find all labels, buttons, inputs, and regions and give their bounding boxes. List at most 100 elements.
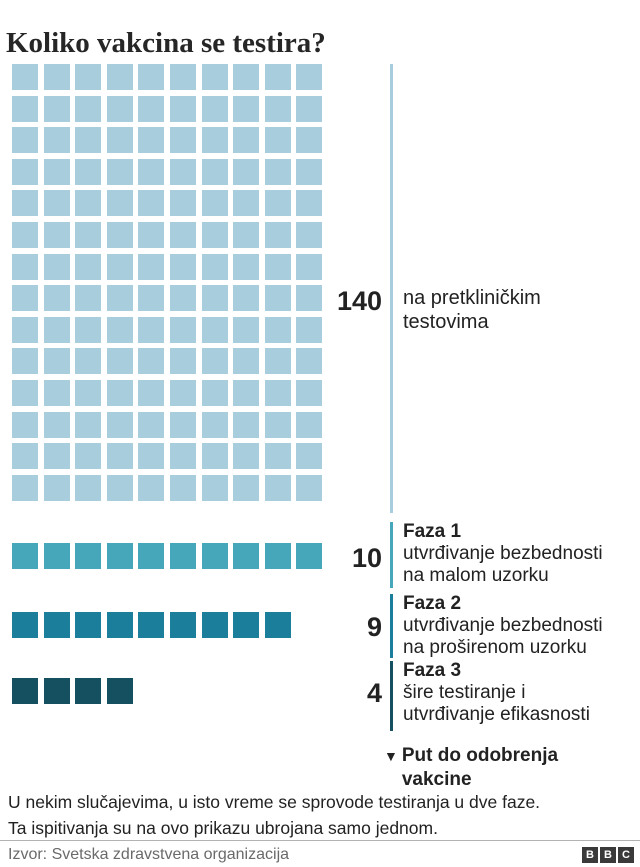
- waffle-square: [43, 253, 70, 280]
- count-phase1: 10: [351, 543, 382, 573]
- axis-line-phase2: [390, 594, 393, 658]
- waffle-square: [138, 190, 165, 217]
- waffle-square: [106, 285, 133, 312]
- waffle-square: [106, 474, 133, 501]
- waffle-square: [169, 474, 196, 501]
- waffle-square: [75, 612, 102, 638]
- waffle-square: [201, 443, 228, 470]
- waffle-square: [138, 95, 165, 122]
- waffle-square: [169, 95, 196, 122]
- waffle-square: [233, 543, 260, 569]
- waffle-square: [233, 64, 260, 90]
- waffle-square: [169, 443, 196, 470]
- waffle-square: [138, 443, 165, 470]
- waffle-square: [169, 127, 196, 154]
- count-preclinical: 140: [336, 286, 382, 316]
- waffle-square: [138, 158, 165, 185]
- down-triangle-icon: ▼: [384, 748, 398, 764]
- waffle-square: [264, 95, 291, 122]
- waffle-square: [106, 443, 133, 470]
- waffle-square: [233, 379, 260, 406]
- waffle-square: [264, 285, 291, 312]
- waffle-square: [296, 316, 323, 343]
- waffle-square: [201, 158, 228, 185]
- waffle-square: [201, 411, 228, 438]
- waffle-square: [12, 285, 38, 312]
- waffle-square: [264, 474, 291, 501]
- waffle-square: [12, 253, 38, 280]
- waffle-square: [75, 543, 102, 569]
- waffle-square: [12, 543, 38, 569]
- waffle-square: [169, 190, 196, 217]
- waffle-square: [296, 253, 323, 280]
- waffle-square: [201, 316, 228, 343]
- waffle-square: [296, 543, 323, 569]
- waffle-square: [43, 158, 70, 185]
- waffle-square: [106, 543, 133, 569]
- waffle-square: [106, 221, 133, 248]
- waffle-square: [12, 474, 38, 501]
- waffle-preclinical: [12, 64, 323, 501]
- waffle-square: [233, 474, 260, 501]
- waffle-square: [12, 612, 38, 638]
- waffle-square: [233, 443, 260, 470]
- waffle-square: [12, 411, 38, 438]
- waffle-phase3: [12, 678, 322, 704]
- waffle-square: [264, 127, 291, 154]
- waffle-square: [12, 158, 38, 185]
- waffle-square: [12, 443, 38, 470]
- source-credit: Izvor: Svetska zdravstvena organizacija: [8, 846, 290, 863]
- waffle-square: [138, 285, 165, 312]
- waffle-square: [264, 379, 291, 406]
- axis-line-preclinical: [390, 64, 393, 513]
- waffle-square: [75, 411, 102, 438]
- waffle-square: [75, 379, 102, 406]
- waffle-square: [233, 348, 260, 375]
- waffle-square: [201, 253, 228, 280]
- waffle-square: [75, 190, 102, 217]
- waffle-square: [106, 190, 133, 217]
- waffle-square: [201, 474, 228, 501]
- waffle-square: [201, 127, 228, 154]
- waffle-square: [75, 127, 102, 154]
- waffle-square: [75, 158, 102, 185]
- waffle-square: [264, 612, 291, 638]
- waffle-square: [169, 64, 196, 90]
- waffle-square: [43, 221, 70, 248]
- waffle-square: [296, 64, 323, 90]
- waffle-square: [43, 443, 70, 470]
- waffle-square: [106, 158, 133, 185]
- waffle-square: [12, 221, 38, 248]
- waffle-square: [43, 316, 70, 343]
- waffle-square: [169, 411, 196, 438]
- waffle-square: [169, 348, 196, 375]
- waffle-phase1: [12, 543, 323, 569]
- waffle-square: [296, 190, 323, 217]
- bbc-logo: B B C: [582, 847, 634, 863]
- waffle-square: [296, 443, 323, 470]
- waffle-square: [264, 190, 291, 217]
- waffle-square: [75, 316, 102, 343]
- waffle-square: [43, 411, 70, 438]
- waffle-square: [138, 127, 165, 154]
- waffle-square: [296, 474, 323, 501]
- waffle-square: [43, 348, 70, 375]
- pathway-note-text: Put do odobrenja vakcine: [401, 745, 559, 790]
- waffle-square: [106, 95, 133, 122]
- label-phase2: Faza 2 utvrđivanje bezbednosti na prošir…: [403, 593, 603, 658]
- waffle-square: [43, 474, 70, 501]
- waffle-square: [43, 379, 70, 406]
- waffle-square: [169, 379, 196, 406]
- waffle-square: [201, 612, 228, 638]
- axis-line-phase3: [390, 661, 393, 731]
- axis-line-phase1: [390, 522, 393, 588]
- waffle-square: [75, 285, 102, 312]
- waffle-square: [264, 411, 291, 438]
- waffle-square: [75, 443, 102, 470]
- waffle-square: [264, 316, 291, 343]
- waffle-square: [138, 221, 165, 248]
- waffle-square: [106, 348, 133, 375]
- waffle-square: [43, 127, 70, 154]
- count-phase2: 9: [366, 612, 382, 642]
- waffle-square: [233, 158, 260, 185]
